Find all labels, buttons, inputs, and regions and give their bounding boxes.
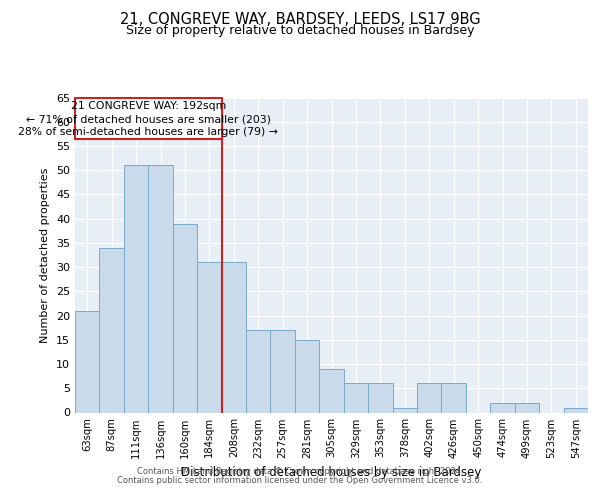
Bar xyxy=(246,330,271,412)
Bar xyxy=(344,384,368,412)
X-axis label: Distribution of detached houses by size in Bardsey: Distribution of detached houses by size … xyxy=(181,466,482,479)
Text: Size of property relative to detached houses in Bardsey: Size of property relative to detached ho… xyxy=(126,24,474,37)
Bar xyxy=(442,384,466,412)
Bar xyxy=(124,166,148,412)
Bar xyxy=(173,224,197,412)
Bar xyxy=(515,403,539,412)
Bar xyxy=(148,166,173,412)
FancyBboxPatch shape xyxy=(75,98,221,138)
Bar xyxy=(295,340,319,412)
Bar xyxy=(368,384,392,412)
Text: Contains HM Land Registry data © Crown copyright and database right 2024.: Contains HM Land Registry data © Crown c… xyxy=(137,467,463,476)
Bar xyxy=(319,369,344,412)
Text: 21 CONGREVE WAY: 192sqm: 21 CONGREVE WAY: 192sqm xyxy=(71,101,226,111)
Bar xyxy=(490,403,515,412)
Y-axis label: Number of detached properties: Number of detached properties xyxy=(40,168,50,342)
Bar xyxy=(197,262,221,412)
Bar xyxy=(100,248,124,412)
Bar xyxy=(392,408,417,412)
Bar xyxy=(75,310,100,412)
Bar xyxy=(417,384,442,412)
Bar xyxy=(221,262,246,412)
Text: 28% of semi-detached houses are larger (79) →: 28% of semi-detached houses are larger (… xyxy=(19,128,278,138)
Text: 21, CONGREVE WAY, BARDSEY, LEEDS, LS17 9BG: 21, CONGREVE WAY, BARDSEY, LEEDS, LS17 9… xyxy=(119,12,481,28)
Text: ← 71% of detached houses are smaller (203): ← 71% of detached houses are smaller (20… xyxy=(26,114,271,124)
Bar xyxy=(563,408,588,412)
Bar xyxy=(271,330,295,412)
Text: Contains public sector information licensed under the Open Government Licence v3: Contains public sector information licen… xyxy=(118,476,482,485)
